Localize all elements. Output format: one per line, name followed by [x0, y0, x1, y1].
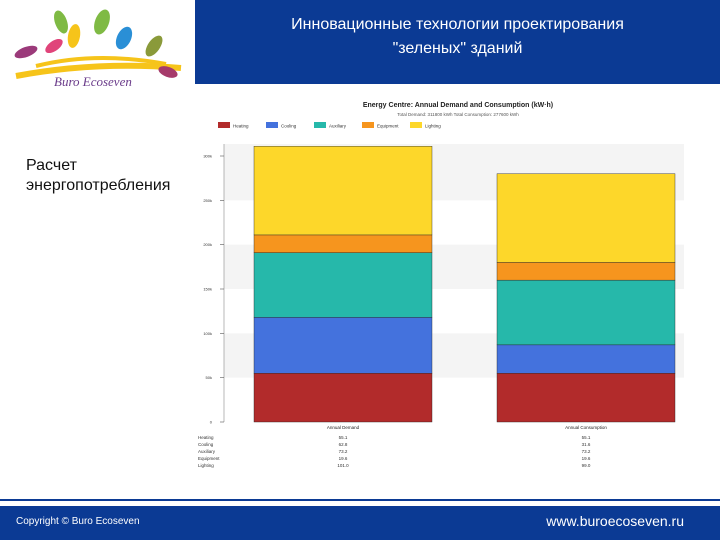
section-label: Расчет энергопотребления: [26, 157, 171, 194]
bar-segment: [496, 373, 676, 423]
table-cell: 99.0: [582, 463, 591, 468]
chart-subtitle: Total Demand: 311800 kWh Total Consumpti…: [397, 112, 519, 117]
legend-label: Cooling: [281, 124, 297, 129]
legend-swatch: [218, 122, 230, 128]
table-row-label: Heating: [198, 435, 214, 440]
bar-segment: [253, 234, 433, 253]
y-tick-label: 200k: [203, 242, 212, 247]
chart-svg: Energy Centre: Annual Demand and Consump…: [198, 102, 684, 468]
table-cell: 19.6: [339, 456, 348, 461]
bar-segment: [496, 279, 676, 346]
footer-divider: [0, 499, 720, 501]
bar-segment: [496, 262, 676, 281]
y-tick-label: 100k: [203, 331, 212, 336]
page-title: Инновационные технологии проектирования …: [291, 16, 624, 57]
company-logo: Buro Ecoseven: [6, 6, 192, 90]
x-category-label: Annual Demand: [327, 425, 360, 430]
website-link[interactable]: www.buroecoseven.ru: [546, 513, 684, 529]
table-row-label: Equipment: [198, 456, 220, 461]
y-tick-label: 150k: [203, 287, 212, 292]
bar-segment: [253, 317, 433, 374]
table-cell: 62.8: [339, 442, 348, 447]
y-tick-label: 0: [210, 420, 213, 425]
y-tick-label: 250k: [203, 198, 212, 203]
table-row-label: Lighting: [198, 463, 214, 468]
chart-title: Energy Centre: Annual Demand and Consump…: [363, 102, 553, 109]
table-cell: 55.1: [582, 435, 591, 440]
table-cell: 101.0: [337, 463, 349, 468]
bar-segment: [253, 146, 433, 236]
copyright-text: Copyright © Buro Ecoseven: [16, 516, 140, 527]
logo-text: Buro Ecoseven: [54, 74, 132, 89]
table-cell: 73.2: [582, 449, 591, 454]
legend-label: Lighting: [425, 124, 441, 129]
legend-label: Equipment: [377, 124, 399, 129]
header-bar: Инновационные технологии проектирования …: [195, 0, 720, 84]
bar-segment: [253, 252, 433, 318]
y-tick-label: 50k: [206, 375, 212, 380]
footer-bar: Copyright © Buro Ecoseven www.buroecosev…: [0, 506, 720, 540]
x-category-label: Annual Consumption: [565, 425, 607, 430]
logo-graphic: Buro Ecoseven: [14, 9, 182, 89]
bar-segment: [253, 373, 433, 423]
table-cell: 73.2: [339, 449, 348, 454]
legend-label: Auxiliary: [329, 124, 347, 129]
table-row-label: Auxiliary: [198, 449, 216, 454]
table-cell: 19.6: [582, 456, 591, 461]
legend-swatch: [266, 122, 278, 128]
legend-swatch: [410, 122, 422, 128]
table-row-label: Cooling: [198, 442, 214, 447]
table-cell: 55.1: [339, 435, 348, 440]
legend-label: Heating: [233, 124, 249, 129]
table-cell: 31.6: [582, 442, 591, 447]
bar-segment: [496, 344, 676, 374]
legend-swatch: [314, 122, 326, 128]
legend-swatch: [362, 122, 374, 128]
bar-segment: [496, 173, 676, 263]
y-tick-label: 300k: [203, 154, 212, 159]
energy-chart: Energy Centre: Annual Demand and Consump…: [188, 98, 688, 478]
